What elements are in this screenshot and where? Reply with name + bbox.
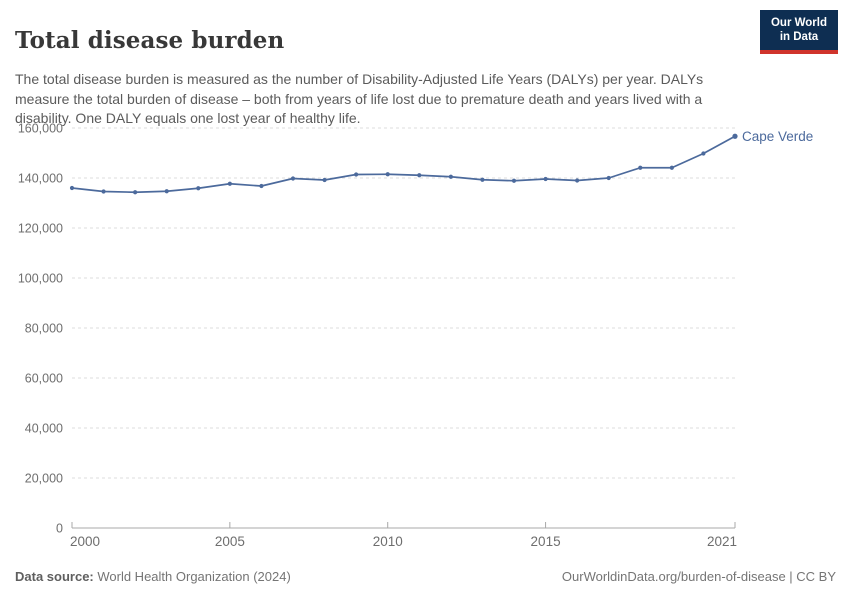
y-tick-label: 20,000 (25, 472, 63, 486)
data-point-marker (322, 177, 327, 183)
data-point-marker (101, 189, 106, 194)
data-point-marker (669, 165, 674, 170)
y-tick-label: 60,000 (25, 372, 63, 386)
owid-logo-line2: in Data (779, 31, 819, 44)
data-point-marker (511, 178, 517, 183)
y-tick-label: 140,000 (18, 172, 63, 186)
data-point-marker (638, 165, 643, 170)
data-point-marker (69, 185, 75, 191)
y-tick-label: 40,000 (25, 422, 63, 436)
chart-footer: Data source: World Health Organization (… (15, 569, 836, 584)
x-tick-label: 2000 (70, 534, 100, 549)
y-tick-label: 80,000 (25, 322, 63, 336)
data-point-marker (606, 175, 611, 181)
page-title: Total disease burden (15, 27, 285, 55)
data-point-marker (417, 173, 422, 178)
data-point-marker (227, 181, 232, 186)
chart-subtitle: The total disease burden is measured as … (15, 71, 704, 127)
x-tick-label: 2010 (373, 534, 403, 549)
y-tick-label: 0 (56, 522, 63, 536)
y-tick-label: 160,000 (18, 122, 63, 136)
data-point-marker (575, 178, 580, 183)
data-source-label: Data source: (15, 569, 94, 584)
series-line[interactable] (71, 135, 736, 194)
data-point-marker (133, 190, 138, 195)
data-point-marker (196, 186, 201, 191)
data-point-marker (701, 151, 706, 156)
x-tick-label: 2021 (707, 534, 737, 549)
owid-logo-line1: Our World (770, 17, 827, 29)
footer-citation-link[interactable]: OurWorldinData.org/burden-of-disease | C… (561, 569, 836, 584)
data-source-value: World Health Organization (2024) (93, 569, 291, 584)
data-point-marker (480, 177, 485, 182)
data-point-marker (448, 174, 453, 179)
data-point-marker (354, 172, 359, 177)
x-tick-label: 2015 (531, 534, 561, 549)
owid-logo[interactable]: Our World in Data (760, 10, 838, 54)
series-end-marker (732, 133, 738, 139)
y-tick-label: 100,000 (18, 272, 63, 286)
y-tick-label: 120,000 (18, 222, 63, 236)
x-tick-label: 2005 (215, 534, 245, 549)
data-point-marker (385, 172, 390, 177)
series-label-cape-verde[interactable]: Cape Verde (742, 129, 813, 144)
data-point-marker (164, 189, 169, 194)
data-point-marker (543, 176, 548, 182)
data-point-marker (259, 183, 264, 189)
data-source: Data source: World Health Organization (… (15, 569, 291, 584)
data-point-marker (290, 176, 296, 181)
